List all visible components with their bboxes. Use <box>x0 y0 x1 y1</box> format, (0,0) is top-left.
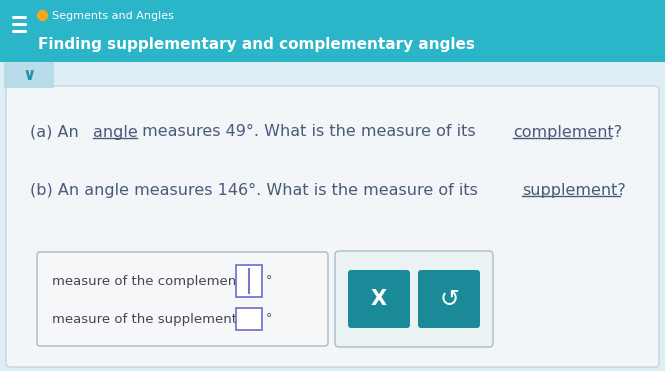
FancyBboxPatch shape <box>236 265 262 297</box>
FancyBboxPatch shape <box>236 308 262 330</box>
Text: ∨: ∨ <box>22 66 36 84</box>
FancyBboxPatch shape <box>418 270 480 328</box>
Text: (a) An: (a) An <box>30 125 84 139</box>
Text: Segments and Angles: Segments and Angles <box>52 11 174 21</box>
FancyBboxPatch shape <box>0 0 665 62</box>
Text: complement?: complement? <box>513 125 622 139</box>
Text: supplement?: supplement? <box>522 183 626 197</box>
Text: Finding supplementary and complementary angles: Finding supplementary and complementary … <box>38 36 475 52</box>
Text: ↺: ↺ <box>439 287 459 311</box>
Text: measures 49°. What is the measure of its: measures 49°. What is the measure of its <box>138 125 481 139</box>
Text: angle: angle <box>92 125 138 139</box>
Text: °: ° <box>266 275 273 288</box>
FancyBboxPatch shape <box>6 86 659 367</box>
Text: measure of the supplement:: measure of the supplement: <box>52 312 241 325</box>
Text: measure of the complement:: measure of the complement: <box>52 275 246 288</box>
FancyBboxPatch shape <box>37 252 328 346</box>
FancyBboxPatch shape <box>4 62 54 88</box>
FancyBboxPatch shape <box>348 270 410 328</box>
Text: °: ° <box>266 312 273 325</box>
Text: X: X <box>371 289 387 309</box>
Text: (b) An angle measures 146°. What is the measure of its: (b) An angle measures 146°. What is the … <box>30 183 483 197</box>
FancyBboxPatch shape <box>0 62 665 371</box>
FancyBboxPatch shape <box>335 251 493 347</box>
